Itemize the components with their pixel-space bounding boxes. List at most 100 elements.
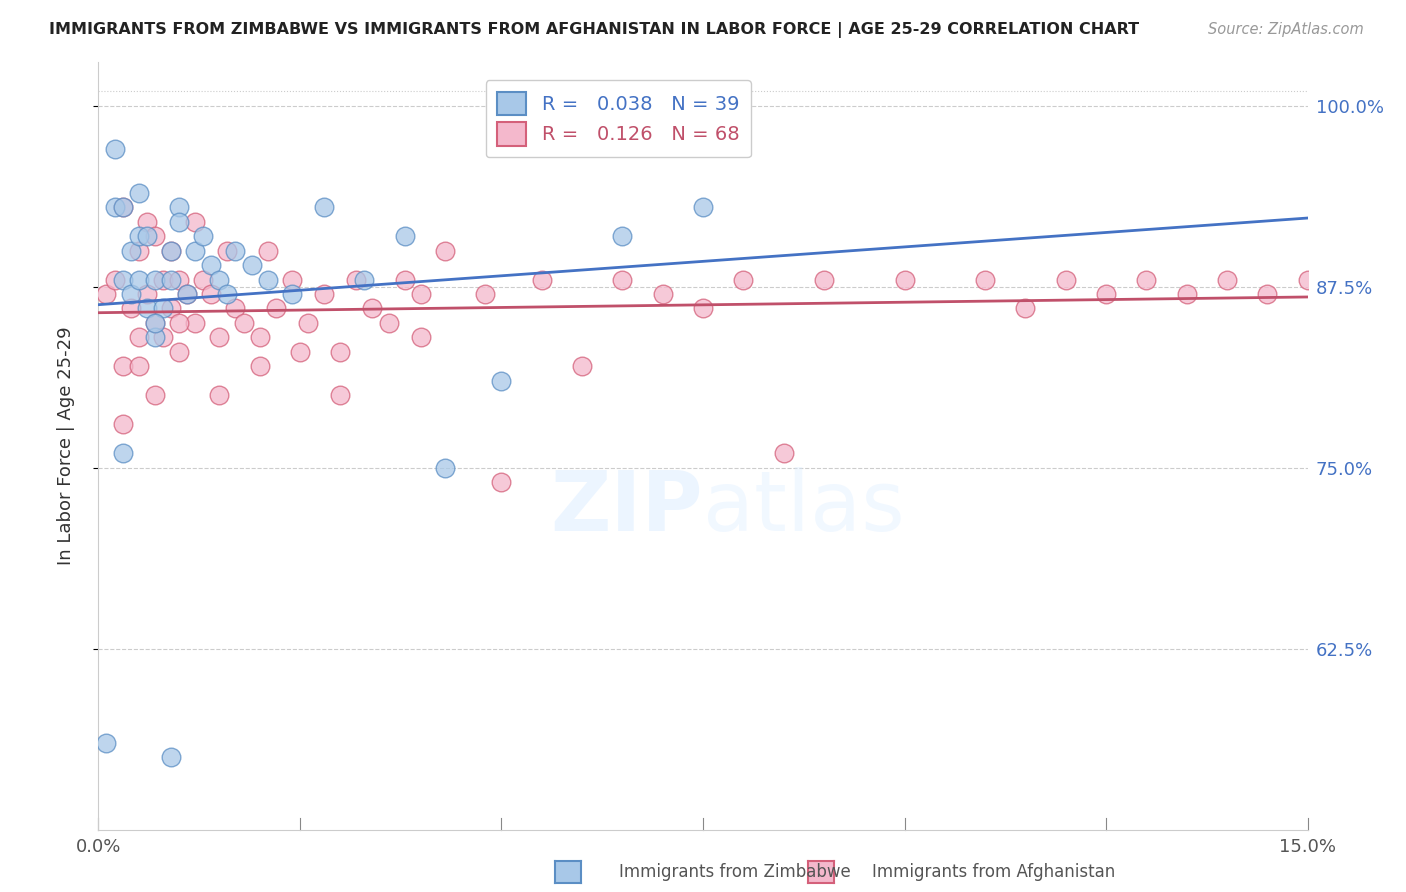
Point (111, 200, 134, 214)
Point (111, 272, 134, 286)
Point (167, 316, 190, 330)
Point (733, 272, 755, 286)
Point (111, 417, 134, 432)
Point (612, 272, 634, 286)
Point (120, 287, 142, 301)
Point (314, 200, 336, 214)
Point (167, 214, 190, 228)
Point (224, 244, 246, 258)
Point (491, 374, 513, 388)
Point (96, 287, 118, 301)
Point (1095, 287, 1118, 301)
Point (893, 272, 915, 286)
Point (651, 287, 673, 301)
Text: Source: ZipAtlas.com: Source: ZipAtlas.com (1208, 22, 1364, 37)
Point (111, 200, 134, 214)
Point (143, 272, 166, 286)
Point (474, 287, 496, 301)
Point (240, 258, 263, 272)
Point (193, 229, 215, 244)
Point (135, 229, 157, 244)
Point (377, 316, 399, 330)
Point (128, 229, 150, 244)
Point (1296, 272, 1319, 286)
Point (152, 301, 174, 316)
Point (120, 301, 142, 316)
Point (1014, 301, 1036, 316)
Point (208, 388, 231, 402)
Point (530, 272, 553, 286)
Point (409, 287, 432, 301)
Point (103, 142, 125, 156)
Point (135, 287, 157, 301)
Point (143, 229, 166, 244)
Point (281, 287, 304, 301)
Point (394, 229, 416, 244)
Point (612, 229, 634, 244)
Point (208, 272, 231, 286)
Point (361, 301, 384, 316)
Point (176, 287, 198, 301)
Point (143, 316, 166, 330)
Point (224, 301, 246, 316)
Point (288, 345, 311, 359)
Point (1054, 272, 1077, 286)
Point (434, 244, 457, 258)
Point (152, 272, 174, 286)
Point (120, 244, 142, 258)
Point (256, 272, 278, 286)
Point (329, 388, 352, 402)
Point (160, 750, 183, 764)
Point (249, 330, 271, 344)
Point (184, 214, 207, 228)
Point (103, 272, 125, 286)
Point (128, 359, 150, 374)
Point (409, 330, 432, 344)
Point (200, 287, 222, 301)
Point (160, 301, 183, 316)
Point (208, 330, 231, 344)
Point (160, 272, 183, 286)
Point (160, 244, 183, 258)
Point (200, 258, 222, 272)
Point (128, 186, 150, 200)
Point (281, 272, 304, 286)
Text: IMMIGRANTS FROM ZIMBABWE VS IMMIGRANTS FROM AFGHANISTAN IN LABOR FORCE | AGE 25-: IMMIGRANTS FROM ZIMBABWE VS IMMIGRANTS F… (49, 22, 1139, 38)
Point (297, 316, 319, 330)
Point (571, 359, 593, 374)
Point (167, 200, 190, 214)
Point (193, 272, 215, 286)
Point (692, 200, 714, 214)
Point (232, 316, 254, 330)
Text: atlas: atlas (703, 467, 904, 548)
Point (96, 736, 118, 750)
Point (143, 316, 166, 330)
Point (160, 244, 183, 258)
Point (103, 200, 125, 214)
Point (167, 272, 190, 286)
Point (329, 345, 352, 359)
Text: Immigrants from Afghanistan: Immigrants from Afghanistan (872, 863, 1115, 881)
Text: Immigrants from Zimbabwe: Immigrants from Zimbabwe (619, 863, 851, 881)
Point (813, 272, 835, 286)
Point (217, 244, 239, 258)
Point (143, 388, 166, 402)
Point (135, 301, 157, 316)
Point (184, 244, 207, 258)
Point (152, 330, 174, 344)
Point (167, 345, 190, 359)
Point (143, 330, 166, 344)
Point (184, 316, 207, 330)
Point (217, 287, 239, 301)
Point (1175, 287, 1198, 301)
Point (128, 272, 150, 286)
Text: ZIP: ZIP (551, 467, 703, 548)
Point (974, 272, 997, 286)
Point (249, 359, 271, 374)
Point (264, 301, 287, 316)
Point (135, 214, 157, 228)
Point (111, 446, 134, 460)
Y-axis label: In Labor Force | Age 25-29: In Labor Force | Age 25-29 (56, 326, 75, 566)
Point (111, 359, 134, 374)
Point (1135, 272, 1157, 286)
